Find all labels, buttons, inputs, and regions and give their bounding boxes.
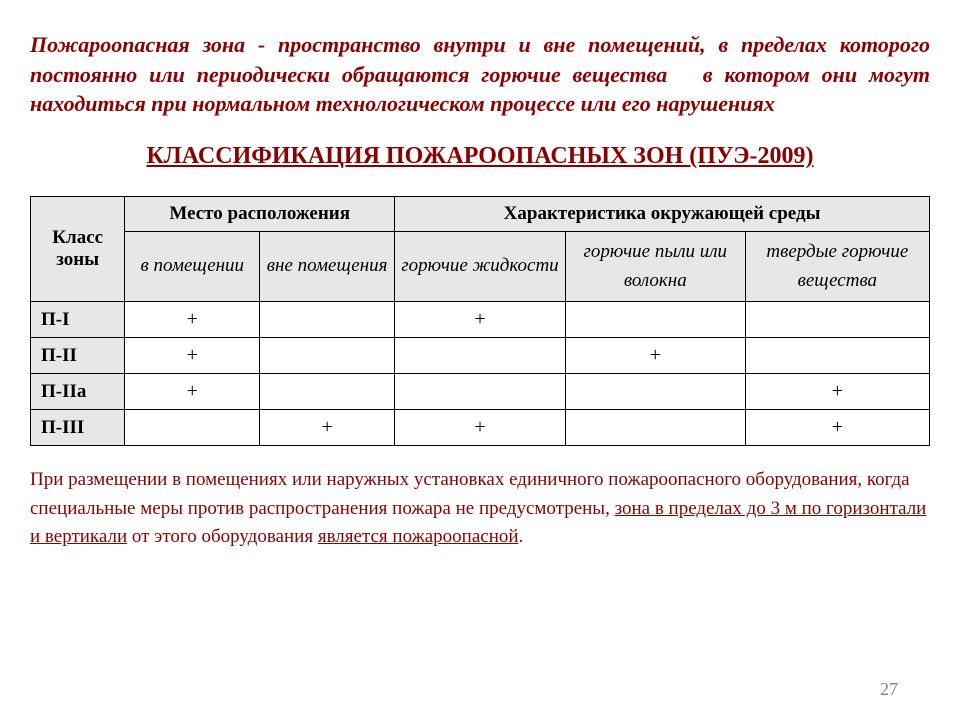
table-cell: + <box>125 374 260 410</box>
section-heading: КЛАССИФИКАЦИЯ ПОЖАРООПАСНЫХ ЗОН (ПУЭ-200… <box>30 143 930 170</box>
table-cell <box>125 410 260 446</box>
table-cell: + <box>745 374 929 410</box>
table-cell: + <box>395 410 566 446</box>
table-cell: + <box>745 410 929 446</box>
col-header-class: Класс зоны <box>31 197 125 302</box>
table-row: П-III + + + <box>31 410 930 446</box>
table-cell <box>395 338 566 374</box>
footnote-text-2: от этого оборудования <box>127 526 318 547</box>
page-number: 27 <box>880 679 898 700</box>
classification-table: Класс зоны Место расположения Характерис… <box>30 196 930 446</box>
slide-page: Пожароопасная зона - пространство внутри… <box>0 0 960 720</box>
table-row: П-II + + <box>31 338 930 374</box>
row-label: П-III <box>31 410 125 446</box>
col-header-location: Место расположения <box>125 197 395 232</box>
table-cell <box>395 374 566 410</box>
definition-gap <box>667 62 703 87</box>
table-cell: + <box>125 302 260 338</box>
table-body: П-I + + П-II + + П-IIа + + <box>31 302 930 446</box>
footnote-text-3: . <box>519 526 524 547</box>
table-cell: + <box>125 338 260 374</box>
table-row: П-I + + <box>31 302 930 338</box>
subheader-outdoor: вне помещения <box>260 232 395 302</box>
row-label: П-I <box>31 302 125 338</box>
table-cell <box>745 302 929 338</box>
table-cell <box>260 302 395 338</box>
row-label: П-IIа <box>31 374 125 410</box>
definition-term: Пожароопасная зона <box>30 32 245 57</box>
table-cell: + <box>565 338 745 374</box>
subheader-solids: твердые горючие вещества <box>745 232 929 302</box>
definition-dash: - <box>245 32 278 57</box>
definition-paragraph: Пожароопасная зона - пространство внутри… <box>30 30 930 119</box>
table-cell <box>260 374 395 410</box>
subheader-dust: горючие пыли или волокна <box>565 232 745 302</box>
footnote-underline-2: является пожароопасной <box>318 526 519 547</box>
col-header-environment: Характеристика окружающей среды <box>395 197 930 232</box>
table-cell <box>565 302 745 338</box>
subheader-indoor: в помещении <box>125 232 260 302</box>
table-row: П-IIа + + <box>31 374 930 410</box>
table-cell <box>565 410 745 446</box>
subheader-liquids: горючие жидкости <box>395 232 566 302</box>
table-head: Класс зоны Место расположения Характерис… <box>31 197 930 302</box>
table-cell <box>745 338 929 374</box>
row-label: П-II <box>31 338 125 374</box>
table-cell <box>260 338 395 374</box>
table-cell <box>565 374 745 410</box>
table-cell: + <box>260 410 395 446</box>
table-cell: + <box>395 302 566 338</box>
footnote-paragraph: При размещении в помещениях или наружных… <box>30 466 930 552</box>
